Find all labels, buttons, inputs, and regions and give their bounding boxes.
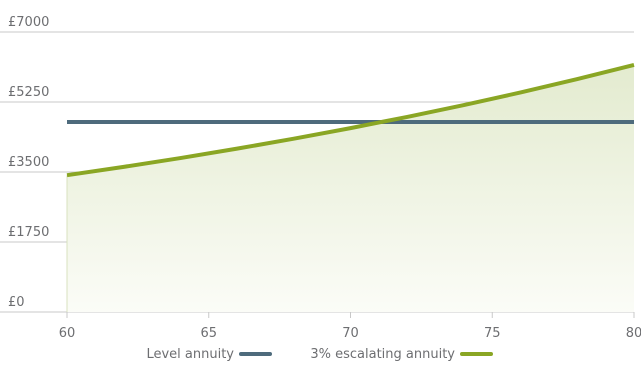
axes: £0 £1750 £3500 £5250 £7000 60 65 70 75 80 (8, 15, 641, 341)
x-tick-label: 80 (626, 326, 641, 341)
series-line-escalating-annuity (66, 62, 635, 178)
x-tick-label: 65 (200, 326, 217, 341)
y-tick-label: £3500 (8, 155, 49, 170)
y-tick-label: £0 (8, 295, 25, 310)
legend-label-level: Level annuity (146, 347, 234, 362)
y-tick-label: £7000 (8, 15, 49, 30)
legend: Level annuity 3% escalating annuity (146, 347, 493, 362)
x-tick-label: 75 (484, 326, 501, 341)
y-tick-label: £5250 (8, 85, 49, 100)
x-tick-label: 60 (59, 326, 76, 341)
legend-label-escalating: 3% escalating annuity (310, 347, 455, 362)
area-layer (66, 64, 634, 312)
x-tick-label: 70 (342, 326, 359, 341)
series-lines (66, 62, 635, 178)
area-fill-escalating (67, 64, 634, 312)
y-tick-label: £1750 (8, 225, 49, 240)
